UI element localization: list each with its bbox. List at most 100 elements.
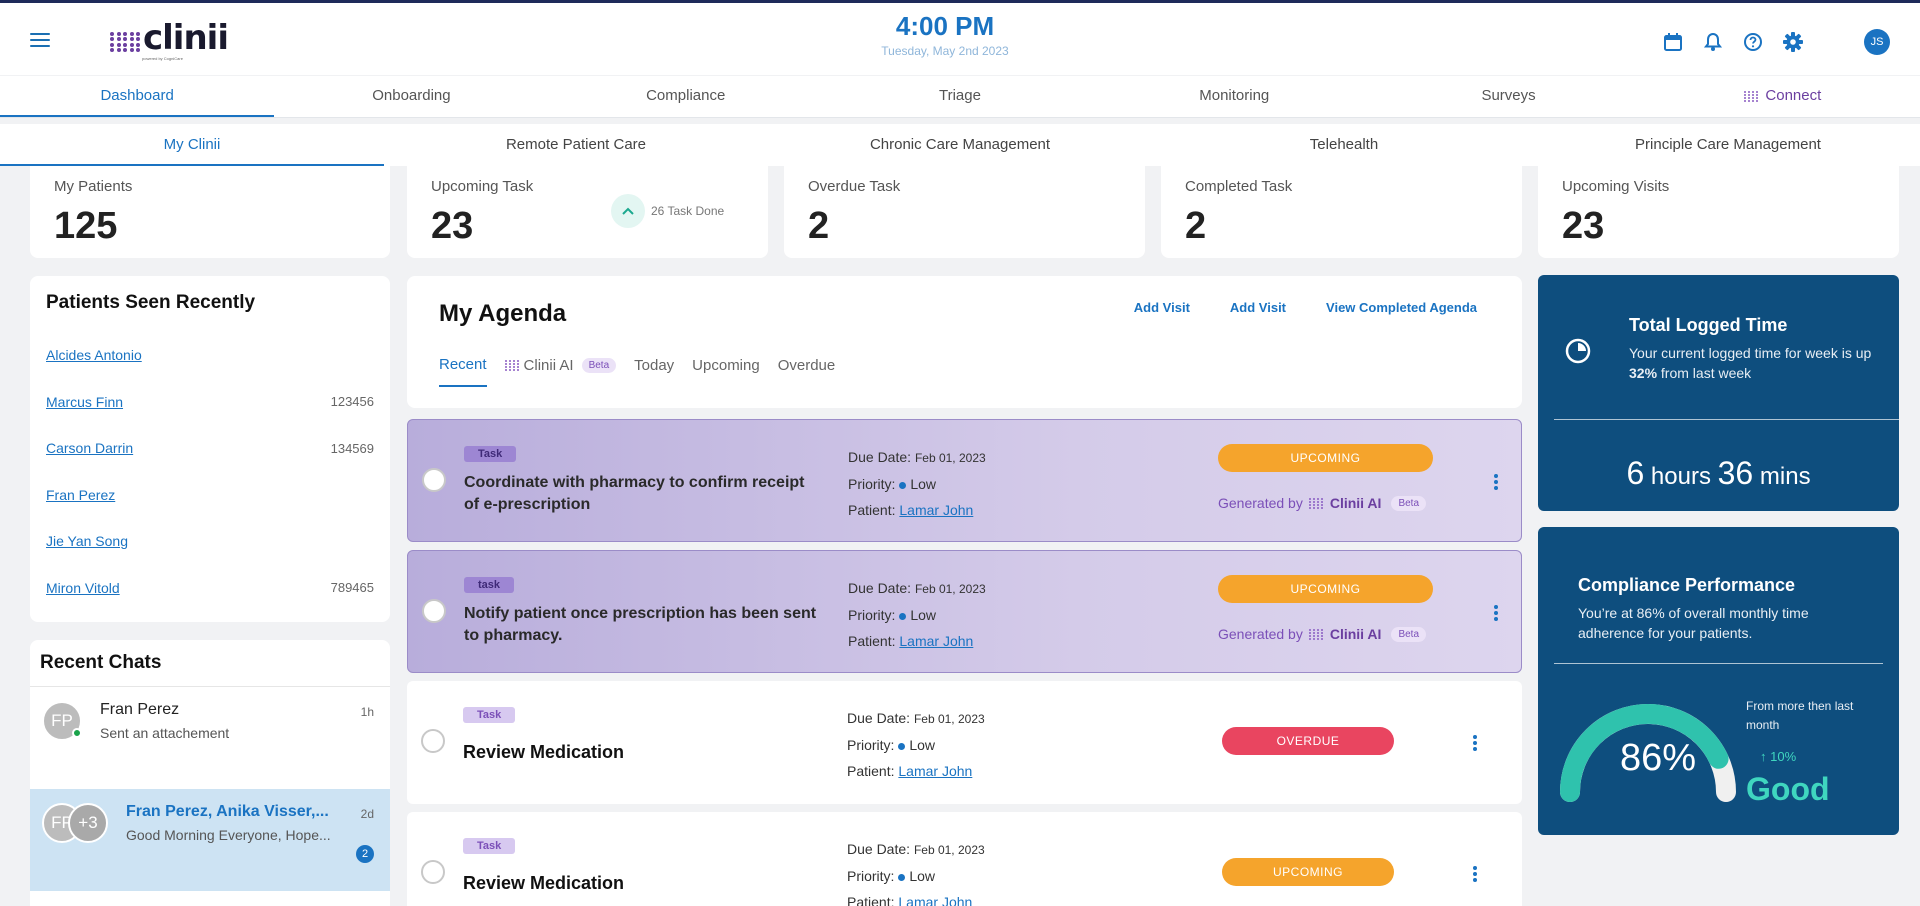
task-complete-radio[interactable] bbox=[422, 599, 446, 623]
recent-chats: Recent Chats FP Fran Perez Sent an attac… bbox=[30, 640, 390, 906]
task-meta: Due Date: Feb 01, 2023 Priority: Low Pat… bbox=[848, 575, 986, 654]
status-badge: OVERDUE bbox=[1222, 727, 1394, 755]
panel-title: Total Logged Time bbox=[1629, 315, 1788, 335]
task-complete-radio[interactable] bbox=[421, 729, 445, 753]
task-done-indicator: 26 Task Done bbox=[611, 194, 724, 228]
agenda-task-card: Task Review Medication Due Date: Feb 01,… bbox=[407, 681, 1522, 804]
patient-link[interactable]: Lamar John bbox=[898, 894, 973, 906]
agenda-tab-clinii-ai[interactable]: Clinii AI Beta bbox=[504, 357, 617, 386]
tab-triage[interactable]: Triage bbox=[939, 87, 981, 104]
generated-by-label: Generated by bbox=[1218, 626, 1303, 642]
patient-link[interactable]: Marcus Finn bbox=[46, 393, 124, 410]
patient-link[interactable]: Alcides Antonio bbox=[46, 347, 142, 364]
agenda-tab-today[interactable]: Today bbox=[634, 357, 675, 374]
calendar-icon[interactable] bbox=[1662, 31, 1684, 53]
status-badge: UPCOMING bbox=[1218, 575, 1433, 603]
subtab-remote-patient-care[interactable]: Remote Patient Care bbox=[505, 136, 647, 153]
more-options-icon[interactable] bbox=[1486, 472, 1506, 492]
avatar: FP bbox=[42, 701, 82, 741]
more-options-icon[interactable] bbox=[1465, 733, 1485, 753]
task-type-chip: Task bbox=[463, 707, 516, 723]
stat-label: Upcoming Task bbox=[431, 178, 534, 195]
patient-row: Fran Perez bbox=[46, 472, 374, 519]
patient-row: Jie Yan Song bbox=[46, 518, 374, 565]
task-complete-radio[interactable] bbox=[422, 468, 446, 492]
task-type-chip: Task bbox=[464, 446, 517, 462]
more-options-icon[interactable] bbox=[1486, 603, 1506, 623]
due-label: Due Date: bbox=[847, 710, 911, 726]
clock: 4:00 PM Tuesday, May 2nd 2023 bbox=[0, 11, 1890, 58]
agenda-task-card: task Notify patient once prescription ha… bbox=[407, 550, 1522, 673]
patient-link[interactable]: Carson Darrin bbox=[46, 440, 134, 457]
main-nav: Dashboard Onboarding Compliance Triage M… bbox=[0, 76, 1920, 118]
patient-link[interactable]: Miron Vitold bbox=[46, 579, 120, 596]
stat-value: 125 bbox=[54, 205, 118, 247]
stat-completed-task[interactable]: Completed Task 2 bbox=[1161, 166, 1522, 258]
patient-label: Patient: bbox=[848, 502, 896, 518]
agenda-tab-recent[interactable]: Recent bbox=[439, 356, 487, 387]
priority-dot bbox=[899, 481, 907, 489]
unread-badge: 2 bbox=[356, 845, 374, 863]
tab-dashboard[interactable]: Dashboard bbox=[0, 76, 275, 117]
tab-connect[interactable]: Connect bbox=[1646, 76, 1920, 117]
patient-row: Marcus Finn 123456 bbox=[46, 379, 374, 426]
hamburger-menu-icon[interactable] bbox=[30, 33, 50, 47]
task-meta: Due Date: Feb 01, 2023 Priority: Low Pat… bbox=[848, 444, 986, 523]
tab-surveys[interactable]: Surveys bbox=[1481, 87, 1536, 104]
subtab-chronic-care-management[interactable]: Chronic Care Management bbox=[869, 136, 1051, 153]
online-status-dot bbox=[72, 728, 82, 738]
tab-compliance[interactable]: Compliance bbox=[646, 87, 726, 104]
agenda-header: My Agenda Add Visit Add Visit View Compl… bbox=[407, 276, 1522, 408]
patient-link[interactable]: Jie Yan Song bbox=[46, 533, 128, 550]
status-badge: UPCOMING bbox=[1218, 444, 1433, 472]
more-options-icon[interactable] bbox=[1465, 864, 1485, 884]
stat-upcoming-task[interactable]: Upcoming Task 23 26 Task Done bbox=[407, 166, 768, 258]
user-avatar[interactable]: JS bbox=[1864, 29, 1890, 55]
clinii-ai-label: Clinii AI bbox=[1329, 626, 1382, 642]
subtab-principle-care-management[interactable]: Principle Care Management bbox=[1635, 136, 1821, 153]
stat-value: 2 bbox=[808, 205, 830, 247]
agenda-tabs: Recent Clinii AI Beta Today Upcoming Ove… bbox=[439, 356, 835, 387]
clinii-logo[interactable]: clinii powered by CogniCare bbox=[110, 21, 229, 61]
due-label: Due Date: bbox=[848, 580, 912, 596]
patient-link[interactable]: Lamar John bbox=[898, 763, 973, 779]
patient-row: Alcides Antonio bbox=[46, 332, 374, 379]
stat-my-patients[interactable]: My Patients 125 bbox=[30, 166, 390, 258]
patient-link[interactable]: Fran Perez bbox=[46, 486, 116, 503]
priority-label: Priority: bbox=[848, 607, 896, 623]
panel-description: Your current logged time for week is up … bbox=[1629, 343, 1879, 383]
priority-dot bbox=[899, 612, 907, 620]
tab-monitoring[interactable]: Monitoring bbox=[1199, 87, 1270, 104]
stat-upcoming-visits[interactable]: Upcoming Visits 23 bbox=[1538, 166, 1899, 258]
agenda-tab-overdue[interactable]: Overdue bbox=[777, 357, 836, 374]
stat-overdue-task[interactable]: Overdue Task 2 bbox=[784, 166, 1145, 258]
add-visit-link-2[interactable]: Add Visit bbox=[1229, 300, 1287, 315]
task-title: Notify patient once prescription has bee… bbox=[464, 605, 817, 644]
patient-link[interactable]: Lamar John bbox=[899, 502, 974, 518]
patient-label: Patient: bbox=[847, 894, 895, 906]
gear-icon[interactable] bbox=[1782, 31, 1804, 53]
task-complete-radio[interactable] bbox=[421, 860, 445, 884]
subtab-telehealth[interactable]: Telehealth bbox=[1309, 136, 1379, 153]
beta-badge: Beta bbox=[581, 358, 617, 373]
tab-connect-label: Connect bbox=[1765, 87, 1822, 104]
chat-preview: Good Morning Everyone, Hope... bbox=[126, 827, 331, 843]
agenda-task-card: Task Coordinate with pharmacy to confirm… bbox=[407, 419, 1522, 542]
chat-item-selected[interactable]: FP +3 Fran Perez, Anika Visser,... Good … bbox=[30, 789, 390, 891]
chevron-up-icon[interactable] bbox=[611, 194, 645, 228]
help-icon[interactable] bbox=[1742, 31, 1764, 53]
rating-label: Good bbox=[1746, 771, 1830, 807]
bell-icon[interactable] bbox=[1702, 31, 1724, 53]
patient-link[interactable]: Lamar John bbox=[899, 633, 974, 649]
add-visit-link[interactable]: Add Visit bbox=[1133, 300, 1190, 315]
subtab-my-clinii[interactable]: My Clinii bbox=[0, 124, 384, 166]
agenda-tab-upcoming[interactable]: Upcoming bbox=[692, 357, 760, 374]
desc-post: from last week bbox=[1657, 365, 1752, 381]
tab-onboarding[interactable]: Onboarding bbox=[372, 87, 451, 104]
task-meta: Due Date: Feb 01, 2023 Priority: Low Pat… bbox=[847, 705, 985, 784]
chat-item[interactable]: FP Fran Perez Sent an attachement 1h bbox=[30, 687, 390, 789]
view-completed-agenda-link[interactable]: View Completed Agenda bbox=[1326, 300, 1477, 315]
task-title: Review Medication bbox=[463, 873, 625, 893]
patient-id: 789465 bbox=[330, 580, 374, 596]
priority-value: Low bbox=[910, 476, 937, 492]
